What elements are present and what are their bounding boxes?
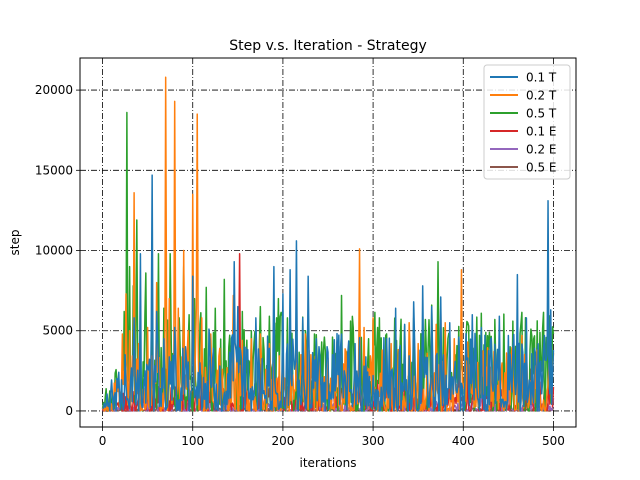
x-tick-label: 300: [362, 434, 385, 448]
y-tick-label: 10000: [35, 244, 73, 258]
plot-frame: [79, 57, 577, 428]
plot-lines: [101, 76, 555, 412]
y-tick-label: 15000: [35, 163, 73, 177]
legend-label: 0.5 T: [526, 107, 557, 121]
legend-label: 0.5 E: [526, 161, 556, 175]
y-axis-label: step: [8, 230, 22, 256]
x-tick-label: 0: [99, 434, 107, 448]
y-tick-label: 0: [65, 404, 73, 418]
legend-box: [483, 64, 571, 180]
legend-label: 0.1 T: [526, 71, 557, 85]
x-tick-label: 200: [271, 434, 294, 448]
series-line: [102, 174, 555, 412]
legend-label: 0.2 T: [526, 89, 557, 103]
x-tick-label: 100: [181, 434, 204, 448]
y-tick-label: 20000: [35, 83, 73, 97]
x-tick-label: 400: [452, 434, 475, 448]
x-tick-label: 500: [542, 434, 565, 448]
y-tick-label: 5000: [42, 324, 73, 338]
legend-label: 0.2 E: [526, 143, 556, 157]
y-axis: 0 5000 10000 15000 20000: [35, 83, 80, 418]
legend-label: 0.1 E: [526, 125, 556, 139]
x-axis-label: iterations: [300, 456, 357, 470]
legend: 0.1 T 0.2 T 0.5 T 0.1 E 0.2 E 0.5 E: [483, 64, 571, 180]
chart-title: Step v.s. Iteration - Strategy: [229, 38, 427, 54]
x-axis: 0 100 200 300 400 500: [99, 427, 565, 448]
